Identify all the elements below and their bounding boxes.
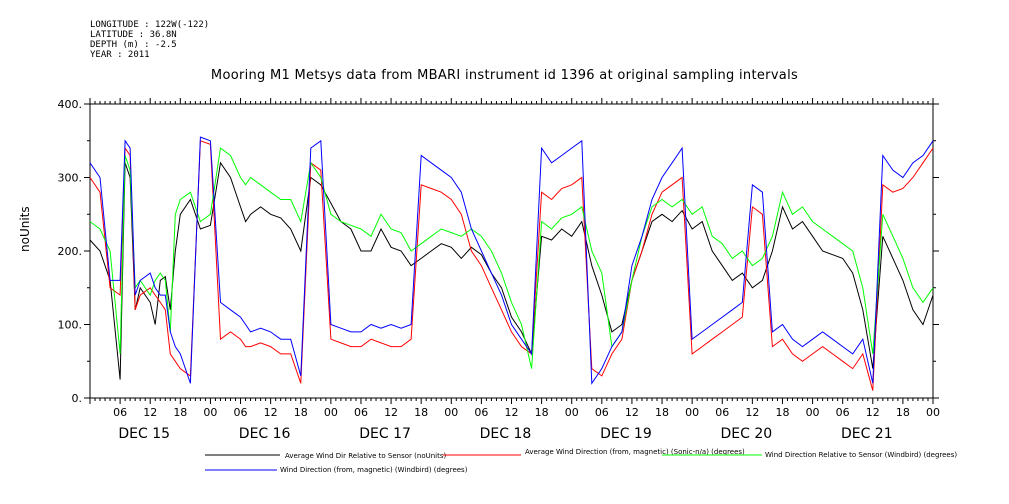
latitude-text: LATITUDE : 36.8N	[90, 30, 177, 40]
x-axis-ticks: 06 12 18 00 06 12 18 00 06 12 18 00 06 12 18 00 06 12 18 00…	[113, 406, 940, 442]
x-hour-tick-label: 06	[354, 406, 368, 419]
plot-border	[89, 103, 934, 399]
series-line-1	[89, 161, 934, 380]
x-hour-tick-label: 18	[896, 406, 910, 419]
x-hour-tick-label: 00	[565, 406, 579, 419]
x-hour-tick-label: 06	[113, 406, 127, 419]
x-hour-tick-label: 12	[143, 406, 157, 419]
x-hour-tick-label: 00	[203, 406, 217, 419]
x-hour-tick-label: 00	[685, 406, 699, 419]
x-day-label: DEC 15	[118, 426, 170, 442]
y-tick-label: 300.	[58, 172, 83, 185]
x-hour-tick-label: 06	[234, 406, 248, 419]
x-hour-tick-label: 18	[173, 406, 187, 419]
x-hour-tick-label: 18	[535, 406, 549, 419]
year-text: YEAR : 2011	[90, 50, 150, 60]
x-day-label: DEC 20	[721, 426, 773, 442]
series-line-4	[89, 136, 934, 385]
series-line-3	[89, 147, 934, 369]
x-hour-tick-label: 00	[806, 406, 820, 419]
x-day-label: DEC 21	[841, 426, 893, 442]
y-tick-label: 100.	[58, 319, 83, 332]
x-hour-tick-label: 12	[625, 406, 639, 419]
y-tick-label: 200.	[58, 245, 83, 258]
x-hour-tick-label: 00	[324, 406, 338, 419]
series-line-2	[89, 140, 934, 391]
x-hour-tick-label: 06	[715, 406, 729, 419]
x-hour-tick-label: 18	[775, 406, 789, 419]
longitude-text: LONGITUDE : 122W(-122)	[90, 20, 210, 30]
legend: Average Wind Dir Relative to Sensor (noU…	[205, 448, 957, 474]
x-hour-tick-label: 12	[866, 406, 880, 419]
x-day-label: DEC 18	[480, 426, 532, 442]
x-hour-tick-label: 18	[655, 406, 669, 419]
chart-title: Mooring M1 Metsys data from MBARI instru…	[210, 68, 799, 83]
x-hour-tick-label: 12	[505, 406, 519, 419]
y-tick-label: 400.	[58, 98, 83, 111]
y-axis-ticks: 0. 100. 200. 300. 400.	[58, 98, 939, 405]
metadata-block: LONGITUDE : 122W(-122) LATITUDE : 36.8N …	[90, 20, 209, 60]
x-hour-tick-label: 12	[384, 406, 398, 419]
x-hour-tick-label: 12	[264, 406, 278, 419]
x-hour-tick-label: 06	[595, 406, 609, 419]
x-day-label: DEC 16	[239, 426, 291, 442]
x-day-label: DEC 17	[359, 426, 411, 442]
x-hour-tick-label: 00	[444, 406, 458, 419]
legend-label-2: Average Wind Direction (from, magnetic) …	[525, 448, 745, 456]
legend-label-1: Average Wind Dir Relative to Sensor (noU…	[285, 452, 446, 460]
depth-text: DEPTH (m) : -2.5	[90, 40, 177, 50]
x-day-label: DEC 19	[600, 426, 652, 442]
x-hour-tick-label: 06	[836, 406, 850, 419]
x-hour-tick-label: 12	[745, 406, 759, 419]
y-tick-label: 0.	[72, 392, 83, 405]
legend-label-3: Wind Direction Relative to Sensor (Windb…	[765, 451, 957, 459]
legend-label-4: Wind Direction (from, magnetic) (Windbir…	[280, 466, 468, 474]
x-hour-tick-label: 18	[414, 406, 428, 419]
x-hour-tick-label: 18	[294, 406, 308, 419]
x-hour-tick-label: 00	[926, 406, 940, 419]
x-hour-tick-label: 06	[474, 406, 488, 419]
series-layer	[89, 136, 934, 391]
